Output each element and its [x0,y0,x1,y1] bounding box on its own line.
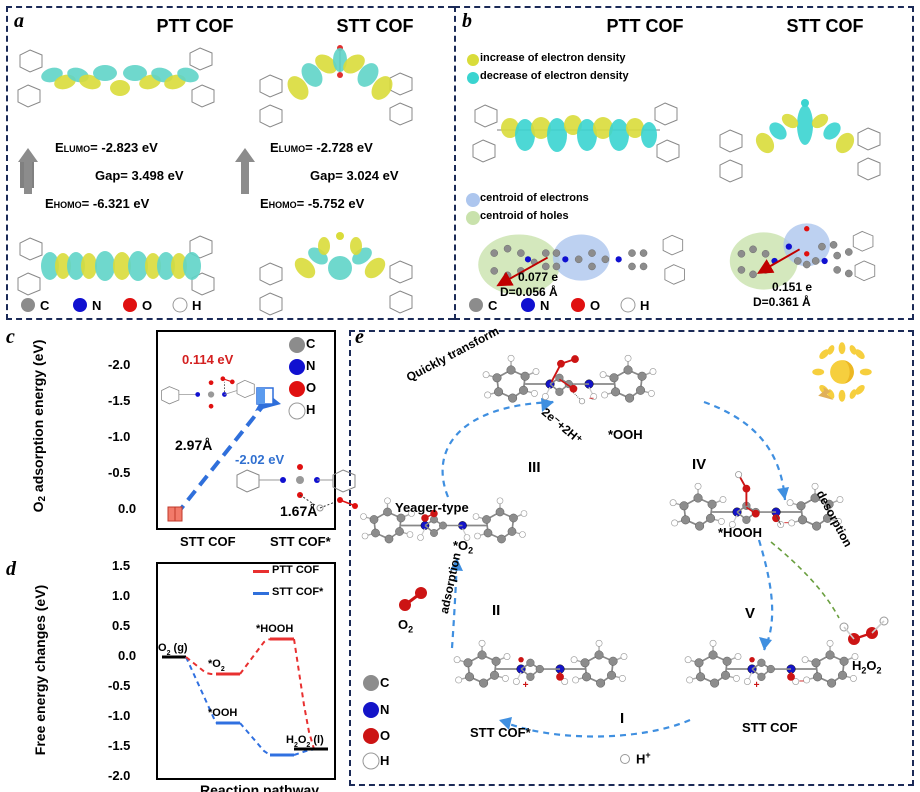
svg-text:*O2: *O2 [208,658,225,673]
svg-text:C: C [488,298,498,313]
svg-text:H: H [192,298,201,313]
svg-text:H: H [640,298,649,313]
svg-text:⁻: ⁻ [799,678,804,689]
svg-text:O: O [142,298,152,313]
svg-text:O2 (g): O2 (g) [158,642,188,657]
svg-text:N: N [540,298,549,313]
svg-text:⁻: ⁻ [589,395,594,405]
svg-text:O: O [590,298,600,313]
svg-text:+: + [754,680,760,691]
svg-text:*HOOH: *HOOH [256,623,293,635]
svg-text:+: + [523,680,529,691]
svg-text:⁻: ⁻ [784,520,789,530]
svg-text:H2O2 (l): H2O2 (l) [286,734,324,749]
svg-text:*OOH: *OOH [208,707,237,719]
svg-text:N: N [92,298,101,313]
